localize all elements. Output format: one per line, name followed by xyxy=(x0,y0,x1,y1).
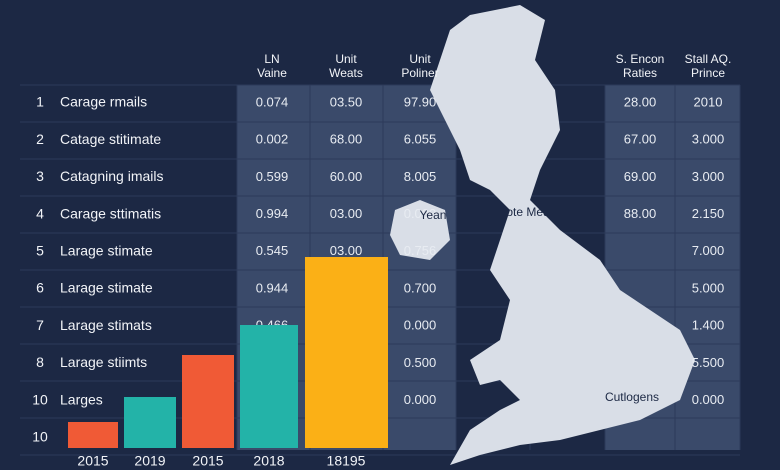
ireland xyxy=(390,200,450,260)
cell-value: 0.500 xyxy=(404,355,437,370)
cell-value: 5.000 xyxy=(692,280,725,295)
cell-value: 60.00 xyxy=(330,169,363,184)
row-index: 2 xyxy=(36,131,44,147)
column-header: Unit xyxy=(409,52,431,66)
column-header: Weats xyxy=(329,66,363,80)
cell-value: 0.545 xyxy=(256,243,289,258)
bars xyxy=(68,257,388,448)
row-label: Carage rmails xyxy=(60,94,147,110)
column-header: Prince xyxy=(691,66,725,80)
cell-value: 0.074 xyxy=(256,94,289,109)
cell-value: 3.000 xyxy=(692,132,725,147)
cell-value: 67.00 xyxy=(624,132,657,147)
cell-value: 88.00 xyxy=(624,206,657,221)
row-index: 10 xyxy=(32,391,48,407)
cell-value: 7.000 xyxy=(692,243,725,258)
row-index: 7 xyxy=(36,317,44,333)
row-label: Larage stimate xyxy=(60,243,153,259)
bar-label: 2015 xyxy=(77,453,108,469)
cell-value: 0.944 xyxy=(256,280,289,295)
bar-label: 2018 xyxy=(253,453,284,469)
row-index: 6 xyxy=(36,280,44,296)
row-label: Larges xyxy=(60,391,103,407)
cell-value: 6.055 xyxy=(404,132,437,147)
bar-label: 18195 xyxy=(327,453,366,469)
row-index: 1 xyxy=(36,94,44,110)
row-label: Carage sttimatis xyxy=(60,205,161,221)
column-header: Vaine xyxy=(257,66,287,80)
column-header: Unit xyxy=(335,52,357,66)
cell-value: 0.700 xyxy=(404,280,437,295)
row-index: 5 xyxy=(36,243,44,259)
column-header: LN xyxy=(264,52,279,66)
cell-value: 0.994 xyxy=(256,206,289,221)
cell-value: 2010 xyxy=(694,94,723,109)
cell-value: 3.000 xyxy=(692,169,725,184)
cell-value: 68.00 xyxy=(330,132,363,147)
cell-value: 97.90 xyxy=(404,94,437,109)
column-header: Stall AQ. xyxy=(685,52,732,66)
row-label: Larage stiimts xyxy=(60,354,147,370)
bar xyxy=(68,422,118,448)
cell-value: 0.000 xyxy=(692,392,725,407)
cell-value: 8.005 xyxy=(404,169,437,184)
bar xyxy=(240,325,298,448)
row-label: Catagning imails xyxy=(60,168,164,184)
cell-value: 0.756 xyxy=(404,243,437,258)
uk-map xyxy=(390,5,695,465)
bar-label: 2015 xyxy=(192,453,223,469)
map-label: Tote Med xyxy=(500,205,549,219)
cell-value: 03.00 xyxy=(330,243,363,258)
cell-value: 69.00 xyxy=(624,169,657,184)
column-header: Raties xyxy=(623,66,657,80)
bar xyxy=(182,355,234,448)
row-index: 8 xyxy=(36,354,44,370)
cell-value: 2.150 xyxy=(692,206,725,221)
cell-value: 0.000 xyxy=(404,392,437,407)
row-index: 4 xyxy=(36,205,44,221)
row-label: Larage stimate xyxy=(60,280,153,296)
cell-value: 0.000 xyxy=(404,206,437,221)
cell-value: 5.500 xyxy=(692,355,725,370)
row-index: 10 xyxy=(32,429,48,445)
bar-label: 2019 xyxy=(134,453,165,469)
map-label: Yean xyxy=(420,208,447,222)
cell-value: 1.400 xyxy=(692,318,725,333)
cell-value: 0.002 xyxy=(256,132,289,147)
column-header: S. Encon xyxy=(616,52,665,66)
row-index: 3 xyxy=(36,168,44,184)
cell-value: 0.599 xyxy=(256,169,289,184)
column-header: Poliner xyxy=(401,66,438,80)
cell-value: 03.50 xyxy=(330,94,363,109)
row-label: Larage stimats xyxy=(60,317,152,333)
bar xyxy=(305,257,388,448)
row-label: Catage stitimate xyxy=(60,131,161,147)
cell-value: 28.00 xyxy=(624,94,657,109)
map-label: Cutlogens xyxy=(605,390,659,404)
cell-value: 0.000 xyxy=(404,318,437,333)
cell-value: 03.00 xyxy=(330,206,363,221)
bar xyxy=(124,397,176,448)
great-britain xyxy=(430,5,695,465)
